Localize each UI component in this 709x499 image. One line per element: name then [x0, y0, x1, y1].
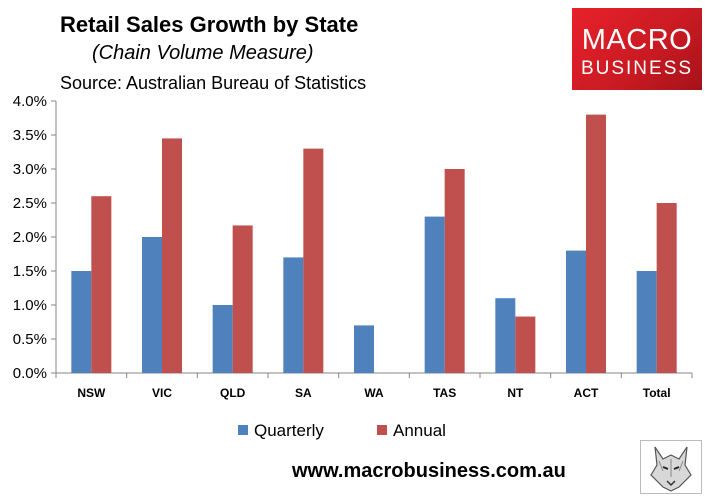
page-subtitle: (Chain Volume Measure): [92, 42, 314, 64]
x-tick-label: TAS: [433, 386, 456, 400]
logo-line2: BUSINESS: [580, 58, 694, 79]
wolf-icon: [640, 440, 702, 494]
legend-annual-label: Annual: [393, 421, 446, 440]
bar-quarterly-qld: [212, 305, 233, 373]
bar-quarterly-nt: [495, 298, 516, 373]
bar-quarterly-act: [566, 250, 586, 373]
y-tick-label: 3.0%: [13, 161, 47, 178]
x-tick-label: VIC: [152, 386, 172, 400]
y-tick-label: 2.5%: [13, 195, 47, 212]
bar-annual-nt: [515, 316, 536, 373]
x-tick-label: Total: [643, 386, 671, 400]
bar-annual-total: [656, 203, 677, 373]
y-tick-label: 1.5%: [13, 263, 47, 280]
macrobusiness-logo: MACRO BUSINESS: [572, 8, 702, 90]
y-axis-labels: 0.0% 0.5% 1.0% 1.5% 2.0% 2.5% 3.0% 3.5% 4.0%: [13, 93, 47, 382]
chart-bars: [71, 114, 677, 373]
x-tick-label: ACT: [574, 386, 599, 400]
legend-annual-swatch: [377, 425, 387, 435]
bar-annual-act: [586, 114, 606, 373]
source-note: Source: Australian Bureau of Statistics: [60, 73, 367, 93]
bar-quarterly-wa: [354, 325, 374, 373]
x-tick-label: QLD: [220, 386, 246, 400]
legend-quarterly: Quarterly: [238, 421, 324, 441]
x-tick-label: NSW: [77, 386, 106, 400]
bar-quarterly-sa: [283, 257, 304, 373]
x-tick-label: SA: [295, 386, 312, 400]
y-tick-label: 0.0%: [13, 365, 47, 382]
logo-line1: MACRO: [581, 24, 693, 56]
legend-annual: Annual: [377, 421, 446, 441]
legend-quarterly-label: Quarterly: [254, 421, 324, 440]
y-tick-label: 4.0%: [13, 93, 47, 110]
x-axis-labels: NSW VIC QLD SA WA TAS NT ACT Total: [77, 386, 670, 400]
bar-annual-sa: [303, 148, 324, 373]
bar-quarterly-tas: [424, 216, 445, 373]
page-title: Retail Sales Growth by State: [60, 12, 359, 37]
x-tick-label: NT: [507, 386, 524, 400]
bar-annual-qld: [232, 225, 253, 373]
x-tick-label: WA: [364, 386, 384, 400]
bar-annual-tas: [444, 169, 465, 373]
bar-annual-vic: [162, 138, 182, 373]
y-tick-label: 1.0%: [13, 297, 47, 314]
website-url: www.macrobusiness.com.au: [292, 460, 566, 482]
bar-quarterly-nsw: [71, 271, 92, 373]
bar-annual-nsw: [91, 196, 112, 373]
legend-quarterly-swatch: [238, 425, 248, 435]
bar-quarterly-total: [636, 271, 657, 373]
y-tick-label: 2.0%: [13, 229, 47, 246]
y-tick-label: 3.5%: [13, 127, 47, 144]
y-tick-label: 0.5%: [13, 331, 47, 348]
bar-quarterly-vic: [142, 237, 162, 373]
